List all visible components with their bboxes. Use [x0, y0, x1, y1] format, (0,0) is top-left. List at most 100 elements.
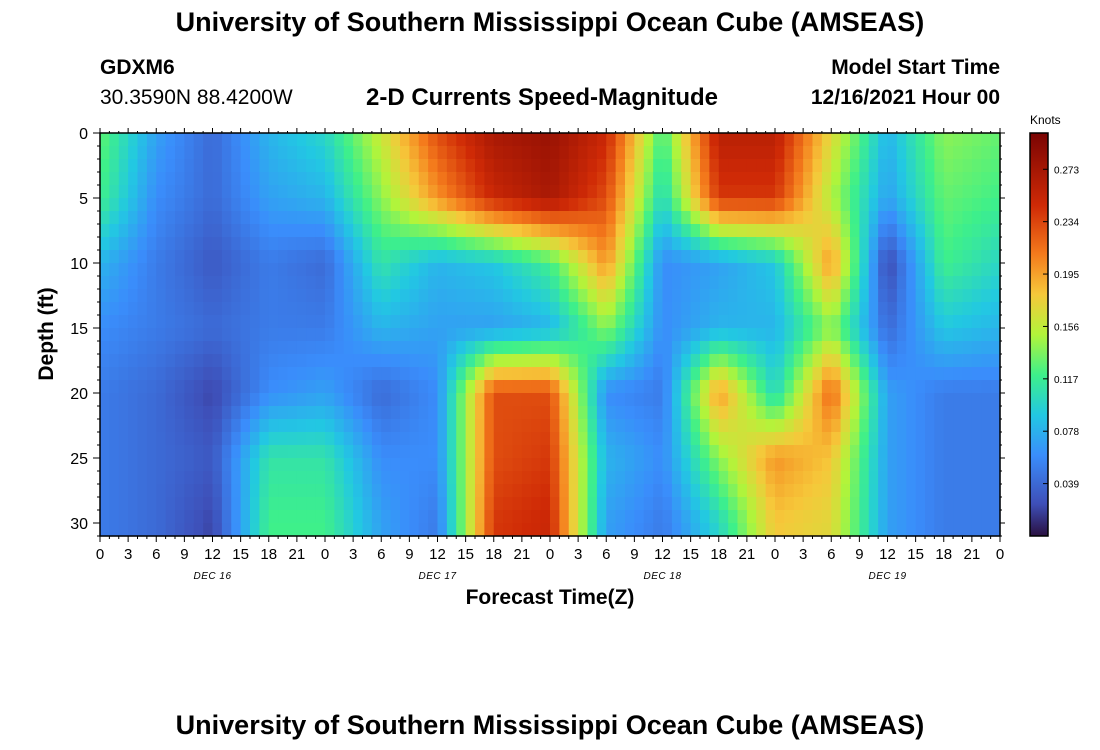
heatmap-cell	[728, 510, 739, 524]
heatmap-cell	[128, 471, 139, 485]
heatmap-cell	[259, 432, 270, 446]
heatmap-cell	[109, 328, 120, 342]
heatmap-cell	[971, 471, 982, 485]
date-label: DEC 18	[643, 571, 681, 582]
heatmap-cell	[193, 458, 204, 472]
heatmap-cell	[212, 354, 223, 368]
heatmap-cell	[381, 458, 392, 472]
heatmap-cell	[118, 237, 129, 251]
heatmap-cell	[100, 302, 110, 316]
heatmap-cell	[343, 289, 354, 303]
heatmap-cell	[465, 315, 476, 329]
heatmap-cell	[428, 328, 439, 342]
heatmap-cell	[840, 328, 851, 342]
heatmap-cell	[250, 328, 260, 342]
heatmap-cell	[128, 146, 139, 160]
heatmap-cell	[653, 393, 664, 407]
heatmap-cell	[625, 341, 635, 355]
heatmap-cell	[803, 250, 814, 264]
heatmap-cell	[250, 406, 260, 420]
heatmap-cell	[193, 185, 204, 199]
x-axis-label: Forecast Time(Z)	[466, 586, 635, 609]
heatmap-cell	[428, 419, 439, 433]
heatmap-cell	[325, 354, 335, 368]
heatmap-cell	[934, 198, 945, 212]
heatmap-cell	[334, 367, 345, 381]
heatmap-cell	[521, 302, 532, 316]
heatmap-cell	[334, 406, 345, 420]
heatmap-cell	[465, 172, 476, 186]
heatmap-cell	[240, 315, 251, 329]
heatmap-cell	[278, 523, 289, 537]
heatmap-cell	[653, 211, 664, 225]
heatmap-cell	[925, 237, 935, 251]
heatmap-cell	[128, 510, 139, 524]
heatmap-cell	[981, 341, 992, 355]
heatmap-cell	[765, 341, 776, 355]
heatmap-cell	[587, 458, 598, 472]
heatmap-cell	[475, 510, 485, 524]
heatmap-cell	[146, 172, 157, 186]
heatmap-cell	[259, 185, 270, 199]
heatmap-cell	[503, 146, 514, 160]
heatmap-cell	[671, 172, 682, 186]
heatmap-cell	[793, 133, 804, 147]
heatmap-cell	[737, 276, 748, 290]
heatmap-cell	[193, 250, 204, 264]
heatmap-cell	[540, 146, 551, 160]
heatmap-cell	[681, 224, 692, 238]
heatmap-cell	[287, 289, 298, 303]
heatmap-cell	[446, 185, 457, 199]
heatmap-cell	[371, 458, 382, 472]
heatmap-cell	[503, 484, 514, 498]
heatmap-cell	[559, 419, 570, 433]
heatmap-cell	[343, 354, 354, 368]
heatmap-cell	[615, 328, 626, 342]
heatmap-cell	[296, 406, 307, 420]
heatmap-cell	[475, 302, 485, 316]
heatmap-cell	[531, 146, 542, 160]
heatmap-cell	[446, 393, 457, 407]
heatmap-cell	[831, 484, 842, 498]
heatmap-cell	[756, 328, 767, 342]
heatmap-cell	[840, 510, 851, 524]
heatmap-cell	[465, 523, 476, 537]
heatmap-cell	[587, 432, 598, 446]
heatmap-cell	[456, 289, 467, 303]
heatmap-cell	[268, 484, 279, 498]
heatmap-cell	[971, 406, 982, 420]
heatmap-cell	[193, 172, 204, 186]
heatmap-cell	[446, 133, 457, 147]
heatmap-cell	[934, 146, 945, 160]
heatmap-cell	[896, 523, 907, 537]
heatmap-cell	[971, 250, 982, 264]
heatmap-cell	[803, 263, 814, 277]
heatmap-cell	[756, 380, 767, 394]
heatmap-cell	[231, 159, 242, 173]
heatmap-cell	[953, 328, 964, 342]
heatmap-cell	[531, 393, 542, 407]
heatmap-cell	[268, 406, 279, 420]
heatmap-cell	[934, 497, 945, 511]
heatmap-cell	[306, 393, 317, 407]
heatmap-cell	[840, 393, 851, 407]
heatmap-cell	[381, 146, 392, 160]
heatmap-cell	[878, 484, 889, 498]
heatmap-cell	[343, 276, 354, 290]
heatmap-cell	[728, 523, 739, 537]
heatmap-cell	[840, 250, 851, 264]
heatmap-cell	[409, 432, 420, 446]
heatmap-cell	[587, 276, 598, 290]
heatmap-cell	[700, 432, 710, 446]
heatmap-cell	[100, 198, 110, 212]
heatmap-cell	[362, 354, 373, 368]
heatmap-cell	[671, 458, 682, 472]
heatmap-cell	[953, 224, 964, 238]
heatmap-cell	[137, 198, 148, 212]
heatmap-cell	[484, 237, 495, 251]
heatmap-cell	[634, 172, 645, 186]
heatmap-cell	[728, 328, 739, 342]
heatmap-cell	[878, 328, 889, 342]
heatmap-cell	[193, 198, 204, 212]
heatmap-cell	[390, 237, 401, 251]
